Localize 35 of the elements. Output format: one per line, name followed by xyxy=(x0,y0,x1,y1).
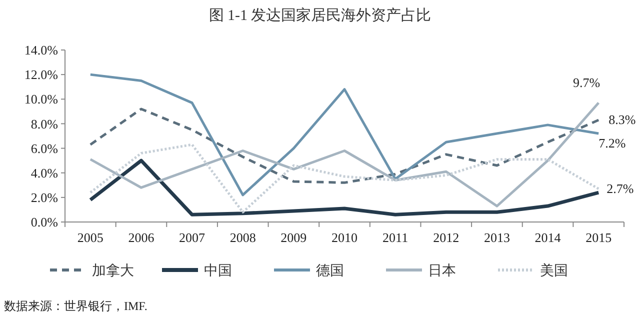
data-label: 2.7% xyxy=(606,180,634,196)
y-tick-label: 4.0% xyxy=(30,165,58,180)
line-series xyxy=(89,73,600,196)
y-tick-label: 14.0% xyxy=(24,42,58,58)
data-label: 9.7% xyxy=(573,74,600,90)
line-series xyxy=(89,143,600,214)
x-tick-label: 2009 xyxy=(280,230,307,245)
line-series xyxy=(88,158,600,216)
data-label: 8.3% xyxy=(608,112,636,128)
y-tick-label: 8.0% xyxy=(30,116,58,132)
y-tick-label: 6.0% xyxy=(30,140,58,156)
x-tick-label: 2013 xyxy=(484,230,510,245)
y-tick-label: 12.0% xyxy=(24,67,58,82)
chart-title: 图 1-1 发达国家居民海外资产占比 xyxy=(208,7,432,24)
x-tick-label: 2006 xyxy=(128,230,155,245)
y-tick-label: 2.0% xyxy=(30,190,58,205)
data-label: 7.2% xyxy=(598,136,626,151)
x-tick-label: 2015 xyxy=(586,230,612,245)
line-series xyxy=(89,108,600,184)
legend-label: 德国 xyxy=(316,262,344,279)
source-note: 数据来源：世界银行，IMF. xyxy=(4,299,148,313)
line-series xyxy=(89,102,600,208)
legend-label: 美国 xyxy=(540,262,568,279)
legend-label: 加拿大 xyxy=(92,262,134,279)
x-tick-label: 2005 xyxy=(77,230,104,245)
x-tick-label: 2010 xyxy=(332,230,358,245)
x-tick-label: 2012 xyxy=(433,230,460,245)
y-tick-label: 0.0% xyxy=(30,214,58,230)
legend-label: 中国 xyxy=(204,262,232,279)
x-tick-label: 2014 xyxy=(534,230,562,245)
x-tick-label: 2011 xyxy=(382,230,408,245)
y-tick-label: 10.0% xyxy=(24,92,58,107)
legend-label: 日本 xyxy=(428,262,456,279)
x-tick-label: 2007 xyxy=(179,230,206,245)
x-tick-label: 2008 xyxy=(230,230,256,245)
